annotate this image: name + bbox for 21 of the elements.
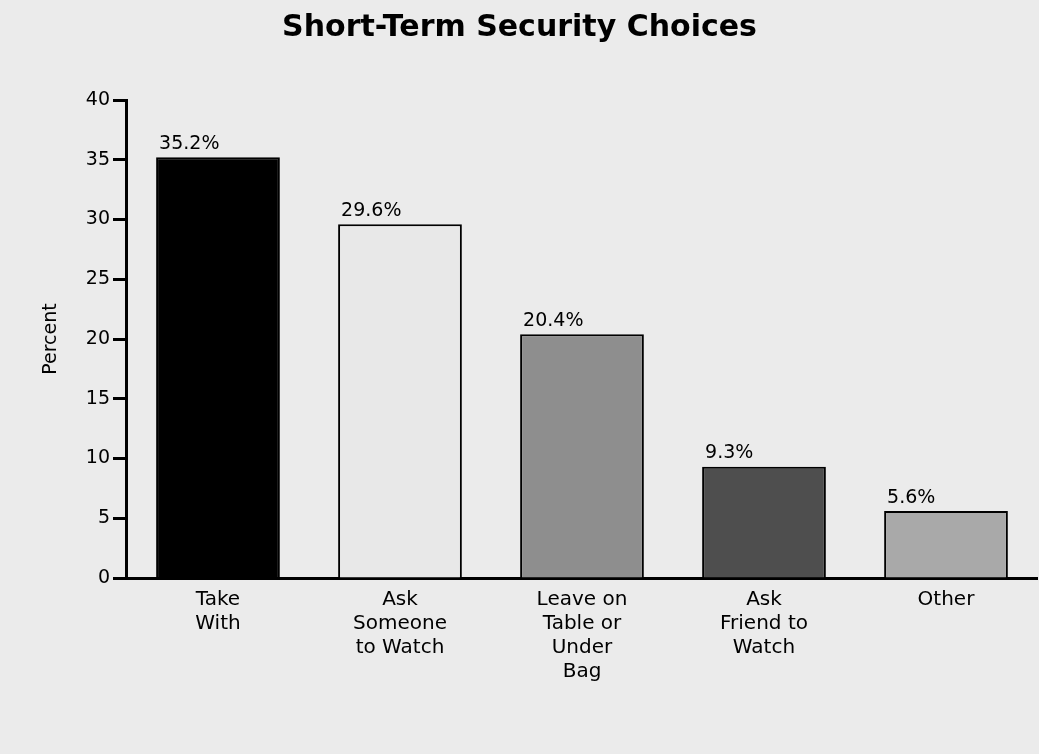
x-tick-label: Leave on Table or Under Bag xyxy=(536,586,628,683)
y-tick-label: 15 xyxy=(85,385,110,408)
chart-title: Short-Term Security Choices xyxy=(281,8,758,43)
y-tick-label: 20 xyxy=(85,325,110,348)
data-label: 29.6% xyxy=(341,197,402,220)
y-tick-label: 25 xyxy=(85,266,110,289)
data-label: 20.4% xyxy=(523,307,584,330)
x-tick-label: Ask Friend to Watch xyxy=(720,586,808,659)
y-tick-label: 5 xyxy=(97,505,110,528)
data-label: 5.6% xyxy=(887,484,936,507)
x-tick-label: Other xyxy=(917,586,976,611)
data-label: 35.2% xyxy=(159,130,220,153)
data-label: 9.3% xyxy=(705,440,754,463)
y-axis-title: Percent xyxy=(38,303,61,375)
y-tick-label: 30 xyxy=(85,206,110,229)
y-tick-label: 40 xyxy=(85,86,110,109)
x-tick-label: Take With xyxy=(194,586,241,635)
y-tick-label: 35 xyxy=(85,146,110,169)
y-tick-label: 10 xyxy=(85,445,110,468)
y-tick-label: 0 xyxy=(97,564,110,587)
x-tick-label: Ask Someone to Watch xyxy=(353,586,447,659)
